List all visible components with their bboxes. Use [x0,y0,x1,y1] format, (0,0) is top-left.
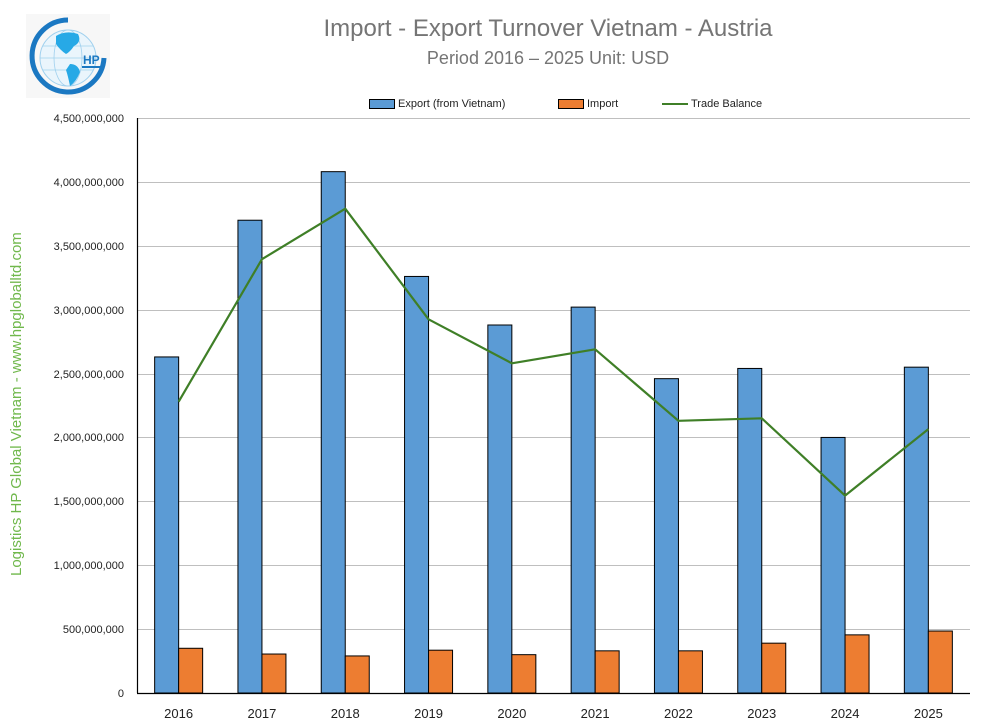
company-logo: HP [26,14,110,98]
legend-item-import[interactable]: Import [558,98,618,110]
x-tick-label: 2020 [497,706,527,721]
export-bar [737,367,763,694]
y-tick-label: 3,000,000,000 [53,304,124,317]
legend-item-export[interactable]: Export (from Vietnam) [369,98,505,110]
export-bar [154,356,180,694]
chart-subtitle: Period 2016 – 2025 Unit: USD [426,48,670,68]
y-tick-label: 4,500,000,000 [53,112,124,125]
trade-balance-line [177,207,930,497]
legend-label-balance: Trade Balance [691,98,763,110]
y-tick-label: 2,500,000,000 [53,368,124,381]
x-tick-label: 2021 [580,706,610,721]
import-bar [677,650,703,694]
balance-line-icon [662,103,688,105]
import-bar [844,634,870,694]
export-bar [487,324,513,694]
import-bar [344,655,370,694]
x-tick-label: 2016 [164,706,194,721]
x-tick-label: 2018 [330,706,360,721]
y-tick-label: 4,000,000,000 [53,176,124,189]
y-tick-label: 1,000,000,000 [53,559,124,572]
y-tick-label: 3,500,000,000 [53,240,124,253]
import-bar [261,653,287,694]
x-tick-label: 2017 [247,706,277,721]
y-tick-label: 2,000,000,000 [53,431,124,444]
y-tick-label: 0 [117,687,124,700]
x-tick-label: 2024 [830,706,860,721]
export-bar [820,436,846,694]
export-bar [404,275,430,694]
import-bar [428,649,454,694]
import-bar [594,650,620,694]
x-tick-label: 2022 [663,706,693,721]
import-bar [511,654,537,694]
export-bar [237,219,263,694]
import-swatch-icon [558,99,584,109]
globe-logo-icon: HP [26,14,110,98]
x-tick-label: 2019 [414,706,444,721]
export-bar [570,306,596,694]
x-tick-label: 2025 [913,706,943,721]
import-bar [178,647,204,694]
chart-title: Import - Export Turnover Vietnam - Austr… [323,15,773,42]
legend-label-export: Export (from Vietnam) [398,98,506,110]
export-bar [903,366,929,694]
svg-text:HP: HP [83,53,100,67]
x-tick-label: 2023 [747,706,777,721]
legend-item-balance[interactable]: Trade Balance [662,98,762,110]
export-bar [320,171,346,694]
import-bar [761,642,787,694]
legend-label-import: Import [587,98,619,110]
import-bar [927,630,953,694]
chart-legend: Export (from Vietnam) Import Trade Balan… [0,96,986,114]
export-bar [653,378,679,694]
export-swatch-icon [369,99,395,109]
y-tick-label: 1,500,000,000 [53,495,124,508]
y-tick-label: 500,000,000 [62,623,124,636]
